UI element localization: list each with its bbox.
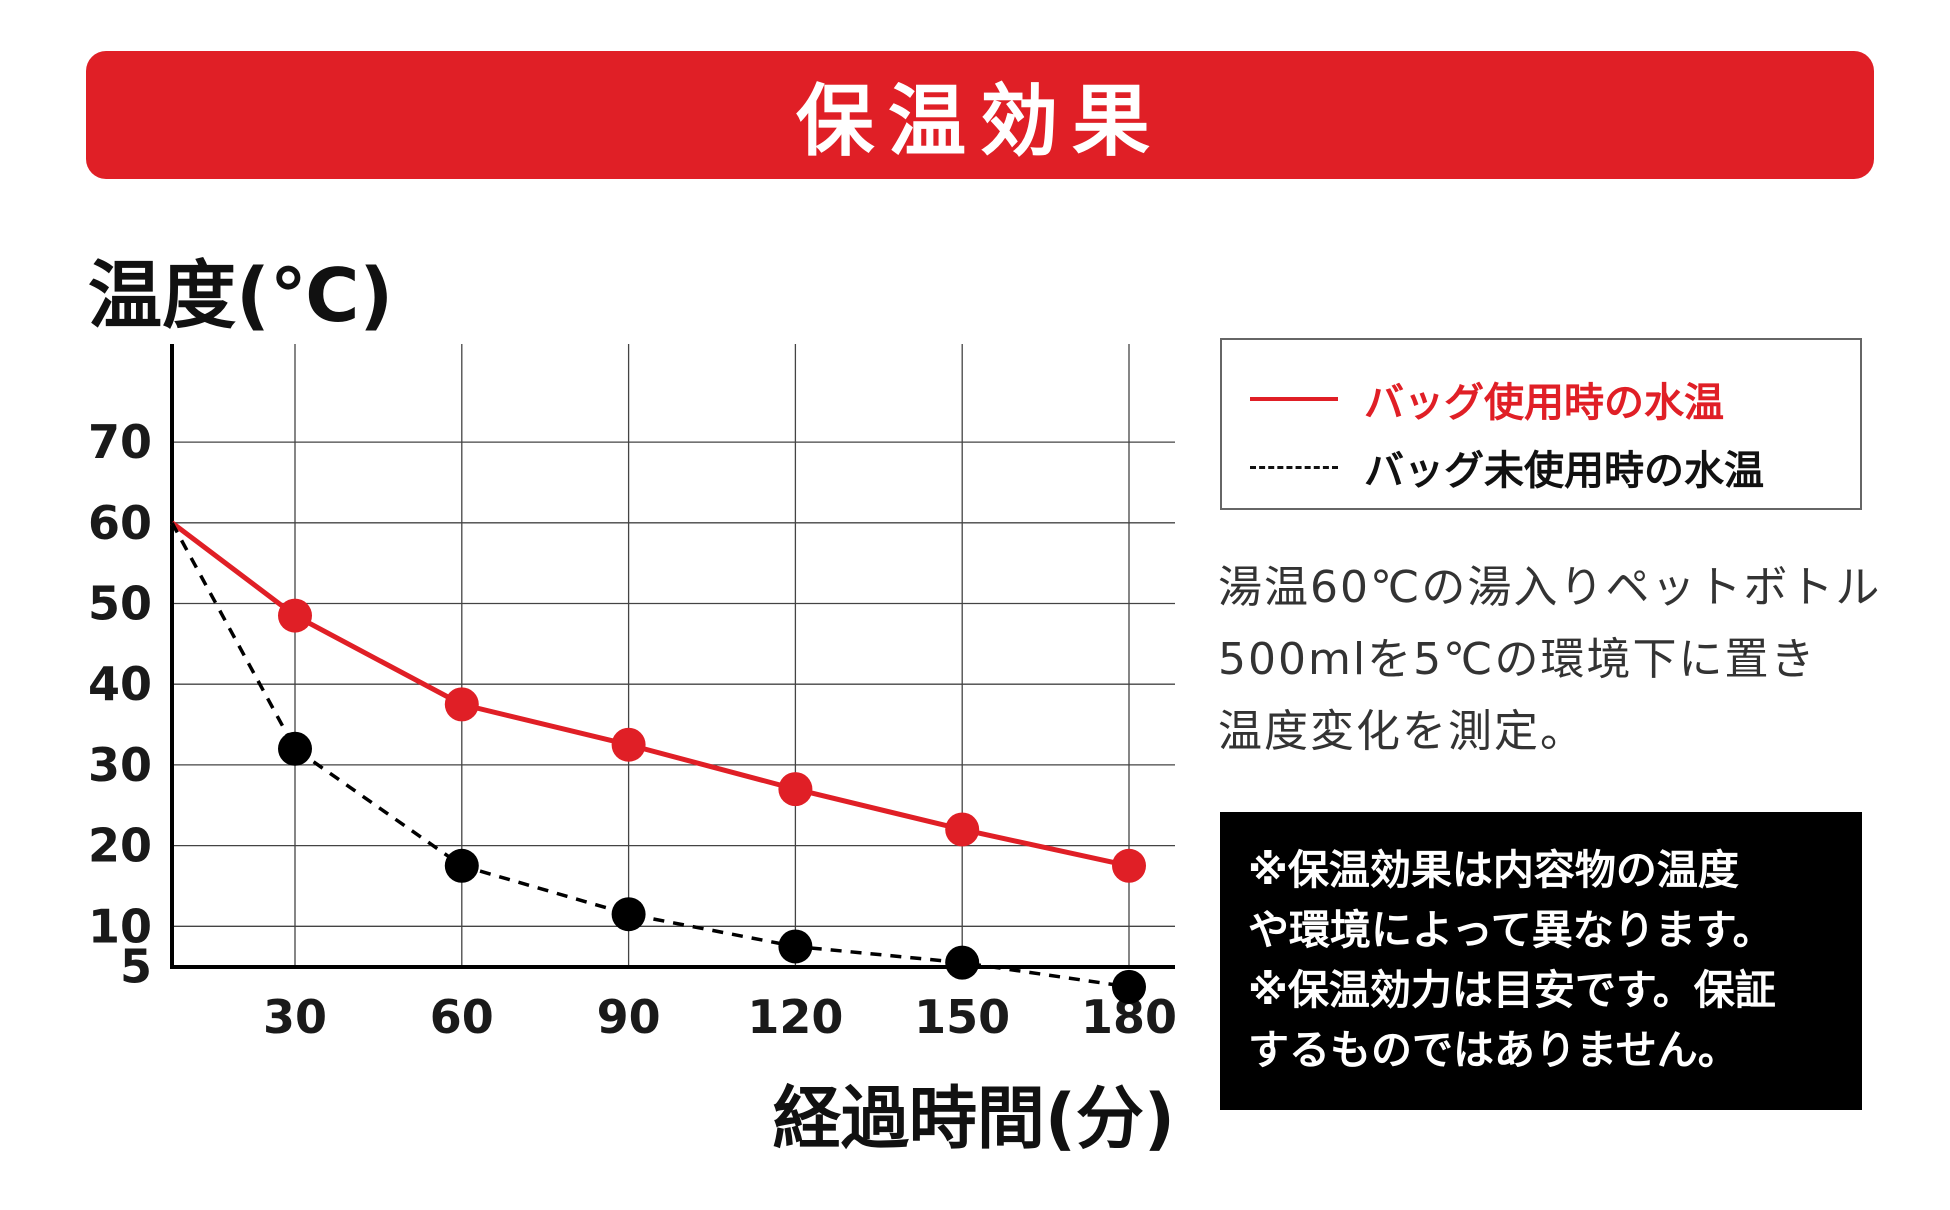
legend-label-with-bag: バッグ使用時の水温 xyxy=(1364,380,1724,426)
description-line: 温度変化を測定。 xyxy=(1218,706,1586,757)
x-axis-label: 経過時間(分) xyxy=(772,1080,1175,1159)
y-tick-label: 50 xyxy=(88,577,152,631)
y-tick-label: 30 xyxy=(88,738,152,792)
disclaimer-note: ※保温効果は内容物の温度 や環境によって異なります。 ※保温効力は目安です。保証… xyxy=(1220,812,1862,1110)
series-line-without-bag xyxy=(170,521,1130,989)
data-point-without-bag xyxy=(778,929,813,964)
data-point-without-bag xyxy=(1112,969,1146,1004)
page-title: 保温効果 xyxy=(795,77,1164,167)
y-tick-label: 70 xyxy=(88,415,152,469)
test-description: 湯温60℃の湯入りペットボトル 500mlを5℃の環境下に置き 温度変化を測定。 xyxy=(1218,552,1882,768)
data-point-without-bag xyxy=(945,945,980,980)
description-line: 500mlを5℃の環境下に置き xyxy=(1218,634,1817,685)
note-line: ※保温効力は目安です。保証 xyxy=(1248,966,1776,1014)
legend-item-without-bag: バッグ未使用時の水温 xyxy=(1250,438,1764,496)
x-tick-label: 120 xyxy=(747,990,843,1044)
data-point-with-bag xyxy=(1112,848,1146,883)
description-line: 湯温60℃の湯入りペットボトル xyxy=(1218,562,1882,613)
y-tick-label: 10 xyxy=(88,899,152,953)
legend: バッグ使用時の水温 バッグ未使用時の水温 xyxy=(1220,338,1862,510)
note-line: するものではありません。 xyxy=(1248,1026,1739,1074)
note-line: ※保温効果は内容物の温度 xyxy=(1248,846,1739,894)
data-point-with-bag xyxy=(945,812,980,847)
legend-swatch-solid-red xyxy=(1250,397,1338,401)
x-tick-label: 90 xyxy=(597,990,661,1044)
x-tick-label: 30 xyxy=(263,990,327,1044)
data-point-without-bag xyxy=(444,848,479,883)
legend-swatch-dashed-black xyxy=(1250,465,1338,469)
data-point-with-bag xyxy=(444,687,479,722)
y-tick-label: 60 xyxy=(88,496,152,550)
data-point-with-bag xyxy=(778,772,813,807)
title-banner: 保温効果 xyxy=(86,51,1874,179)
y-tick-label: 40 xyxy=(88,657,152,711)
legend-label-without-bag: バッグ未使用時の水温 xyxy=(1364,448,1764,494)
legend-item-with-bag: バッグ使用時の水温 xyxy=(1250,370,1724,428)
data-point-without-bag xyxy=(611,897,646,932)
data-point-without-bag xyxy=(278,731,312,766)
y-tick-label: 20 xyxy=(88,819,152,873)
data-point-with-bag xyxy=(611,727,646,762)
data-point-with-bag xyxy=(278,598,312,633)
x-tick-label: 60 xyxy=(430,990,494,1044)
x-tick-label: 150 xyxy=(914,990,1010,1044)
y-tick-label: 5 xyxy=(120,940,152,994)
series-line-with-bag xyxy=(170,520,1130,869)
note-line: や環境によって異なります。 xyxy=(1248,906,1774,954)
y-axis-label: 温度(℃) xyxy=(88,253,394,339)
